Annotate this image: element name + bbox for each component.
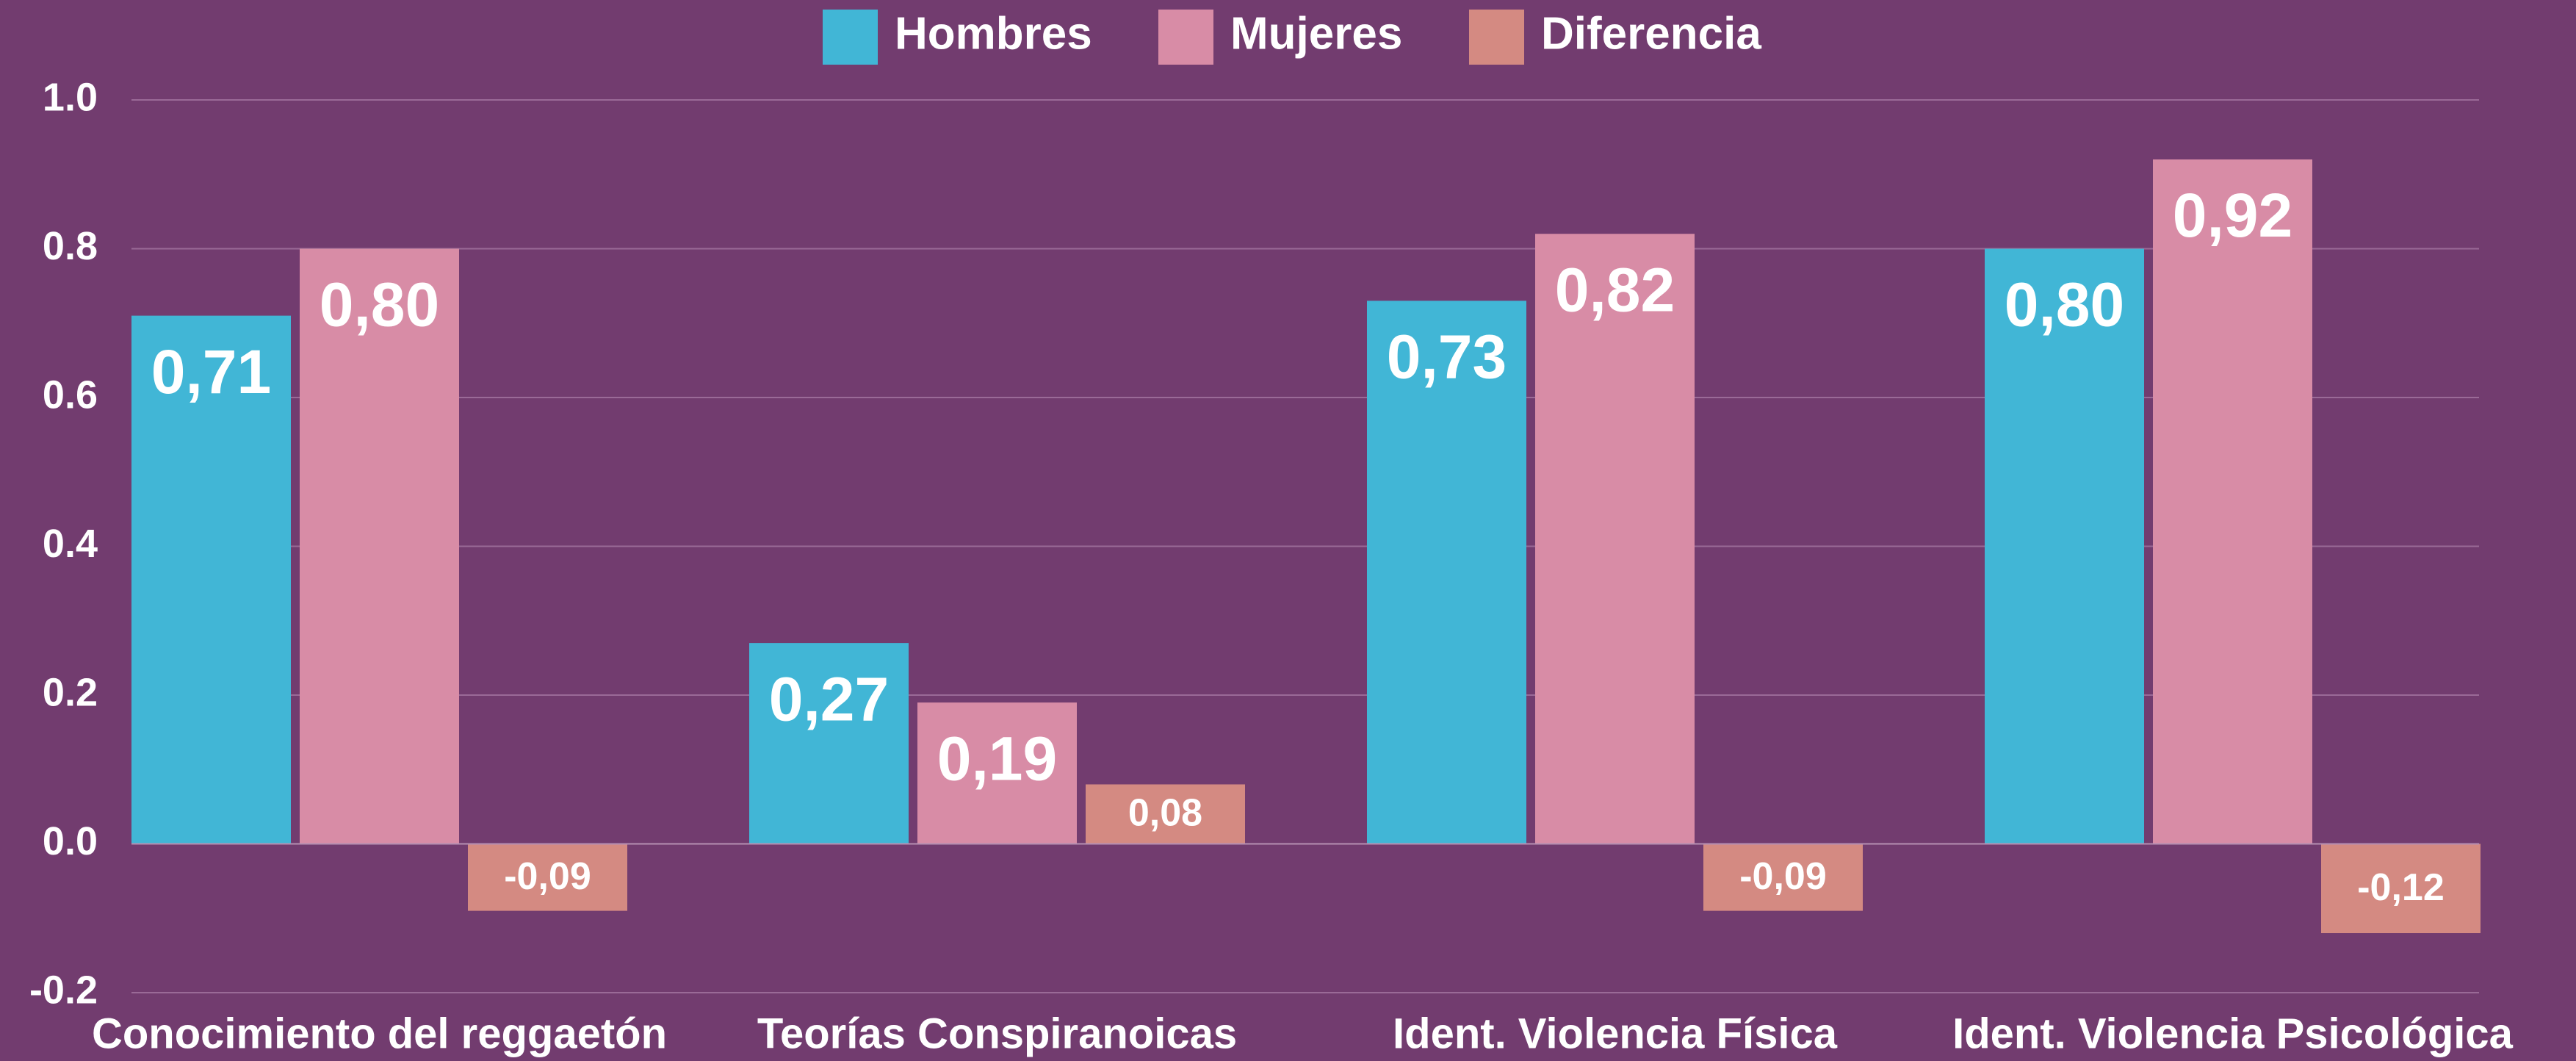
value-label: -0,12 bbox=[2357, 866, 2445, 909]
bar bbox=[1703, 844, 1863, 911]
x-tick-label: Conocimiento del reggaetón bbox=[92, 1010, 667, 1057]
value-label: 0,19 bbox=[937, 724, 1058, 793]
bar bbox=[1985, 248, 2144, 844]
y-tick-label: 1.0 bbox=[43, 75, 98, 119]
bar bbox=[300, 248, 459, 844]
bar bbox=[2153, 159, 2312, 844]
legend-label: Mujeres bbox=[1230, 8, 1402, 59]
value-label: -0,09 bbox=[1739, 855, 1827, 898]
value-label: -0,09 bbox=[504, 855, 591, 898]
value-label: 0,27 bbox=[769, 664, 890, 733]
bar bbox=[1535, 234, 1695, 844]
y-tick-label: 0.4 bbox=[43, 522, 98, 566]
y-tick-label: 0.0 bbox=[43, 819, 98, 863]
value-label: 0,82 bbox=[1555, 255, 1675, 324]
y-tick-label: 0.2 bbox=[43, 670, 98, 714]
x-tick-label: Teorías Conspiranoicas bbox=[757, 1010, 1237, 1057]
y-tick-label: -0.2 bbox=[29, 968, 98, 1012]
x-tick-label: Ident. Violencia Psicológica bbox=[1952, 1010, 2514, 1057]
value-label: 0,80 bbox=[2005, 270, 2125, 339]
legend-swatch bbox=[1158, 10, 1213, 65]
x-tick-label: Ident. Violencia Física bbox=[1393, 1010, 1838, 1057]
bar bbox=[1367, 301, 1526, 844]
bar bbox=[917, 702, 1077, 844]
value-label: 0,80 bbox=[320, 270, 440, 339]
legend-label: Diferencia bbox=[1541, 8, 1761, 59]
bar bbox=[1086, 784, 1245, 844]
value-label: 0,92 bbox=[2173, 181, 2293, 250]
legend-swatch bbox=[1469, 10, 1524, 65]
value-label: 0,71 bbox=[151, 337, 272, 406]
bar bbox=[2321, 844, 2481, 933]
value-label: 0,73 bbox=[1387, 323, 1507, 392]
bar bbox=[749, 643, 909, 844]
y-tick-label: 0.8 bbox=[43, 224, 98, 268]
legend-label: Hombres bbox=[895, 8, 1092, 59]
bar bbox=[468, 844, 627, 911]
legend-swatch bbox=[823, 10, 878, 65]
y-tick-label: 0.6 bbox=[43, 373, 98, 417]
bar bbox=[131, 315, 291, 844]
value-label: 0,08 bbox=[1128, 792, 1202, 835]
